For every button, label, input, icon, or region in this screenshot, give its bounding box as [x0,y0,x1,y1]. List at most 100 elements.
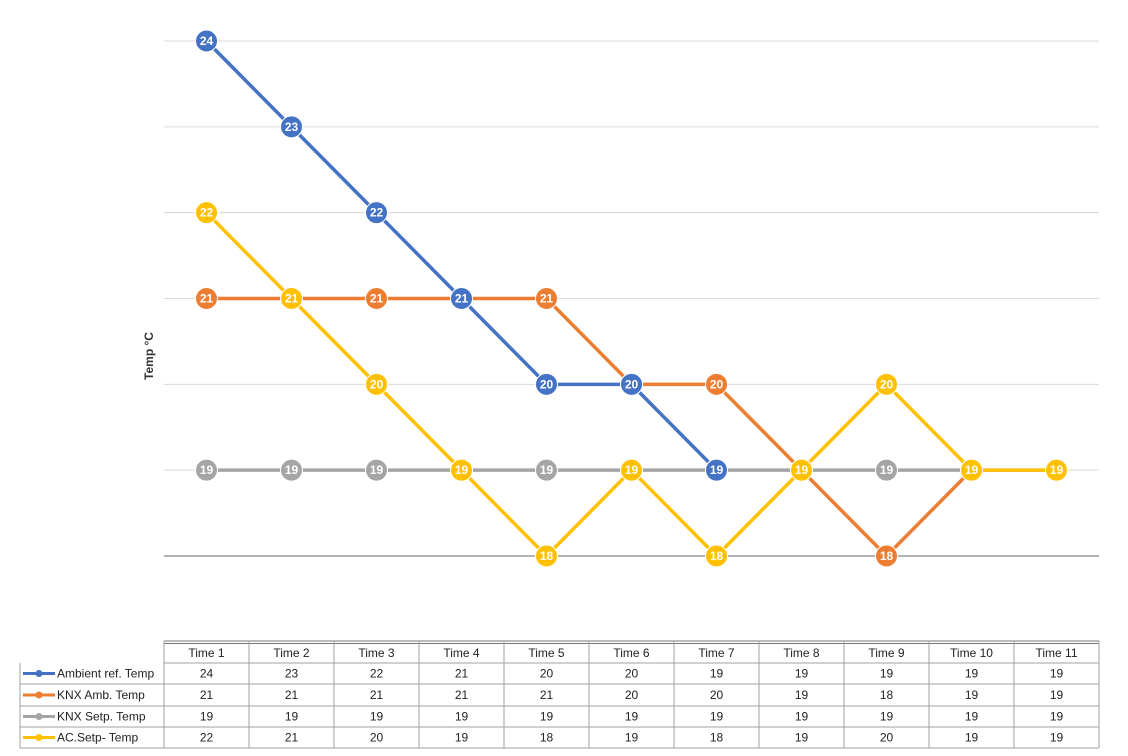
x-tick-label: Time 4 [443,646,480,660]
y-axis-label: Temp °C [142,332,156,380]
x-tick-label: Time 8 [783,646,820,660]
table-cell: 20 [710,688,724,702]
table-cell: 19 [1050,731,1064,745]
data-point [1045,458,1068,482]
data-label: 19 [540,463,554,477]
x-tick-label: Time 5 [528,646,565,660]
table-cell: 19 [965,731,979,745]
table-cell: 19 [795,667,809,681]
data-point [620,458,643,482]
table-cell: 24 [200,667,214,681]
table-cell: 20 [540,667,554,681]
data-point [280,115,303,139]
data-label: 18 [540,549,554,563]
data-label: 18 [710,549,724,563]
table-cell: 19 [540,710,554,724]
data-label: 21 [455,292,469,306]
table-cell: 19 [625,710,639,724]
x-tick-label: Time 11 [1035,646,1077,660]
table-cell: 23 [285,667,299,681]
table-cell: 19 [965,667,979,681]
table-cell: 18 [880,688,894,702]
table-cell: 21 [455,688,469,702]
data-label: 19 [1050,463,1064,477]
data-label: 20 [370,377,384,391]
data-point [535,544,558,568]
data-point [195,458,218,482]
data-point [365,372,388,396]
table-cell: 19 [795,731,809,745]
x-tick-label: Time 10 [950,646,993,660]
data-label: 21 [200,292,214,306]
table-cell: 22 [200,731,214,745]
table-cell: 19 [965,688,979,702]
table-cell: 22 [370,667,384,681]
table-cell: 19 [625,731,639,745]
data-label: 19 [370,463,384,477]
data-label: 22 [200,206,214,220]
data-label: 19 [455,463,469,477]
x-tick-label: Time 1 [188,646,225,660]
x-tick-label: Time 7 [698,646,735,660]
data-label: 19 [710,463,724,477]
table-cell: 19 [1050,688,1064,702]
table-cell: 21 [455,667,469,681]
table-cell: 19 [200,710,214,724]
table-cell: 19 [455,710,469,724]
data-point [875,372,898,396]
data-label: 21 [370,292,384,306]
series-line-ambient-ref-temp [205,39,718,472]
data-point [280,287,303,310]
legend-entry: AC.Setp- Temp [57,731,138,745]
data-point [195,287,218,310]
table-cell: 18 [540,731,554,745]
data-point [365,458,388,482]
x-tick-label: Time 2 [273,646,310,660]
data-label: 19 [285,463,299,477]
table-cell: 19 [880,710,894,724]
table-cell: 21 [285,731,299,745]
series-points: 1919191919191919191919212121212120201918… [195,29,1068,568]
data-label: 23 [285,120,299,134]
legend-key-marker [35,691,43,699]
data-point [365,201,388,225]
data-point [620,372,643,396]
data-point [960,458,983,482]
x-tick-label: Time 9 [868,646,905,660]
data-label: 22 [370,206,384,220]
data-label: 21 [540,292,554,306]
data-label: 21 [285,292,299,306]
table-cell: 21 [285,688,299,702]
series-line-knx-amb-temp [206,296,973,558]
data-point [450,287,473,310]
x-tick-label: Time 3 [358,646,395,660]
data-point [195,201,218,225]
table-cell: 21 [540,688,554,702]
table-cell: 19 [710,667,724,681]
table-cell: 20 [370,731,384,745]
data-label: 19 [200,463,214,477]
data-point [535,287,558,310]
table-cell: 20 [625,667,639,681]
data-point [365,287,388,310]
data-label: 18 [880,549,894,563]
data-point [705,458,728,482]
table-cell: 21 [200,688,214,702]
data-point [875,544,898,568]
legend-entry: KNX Setp. Temp [57,710,146,724]
table-cell: 18 [710,731,724,745]
table-cell: 20 [880,731,894,745]
data-label: 20 [540,377,554,391]
data-point [280,458,303,482]
x-tick-label: Time 6 [613,646,650,660]
table-cell: 19 [455,731,469,745]
table-cell: 19 [965,710,979,724]
table-cell: 19 [370,710,384,724]
data-label: 20 [880,377,894,391]
table-cell: 19 [285,710,299,724]
data-point [790,458,813,482]
data-label: 24 [200,34,214,48]
data-label: 20 [625,377,639,391]
table-cell: 19 [880,667,894,681]
